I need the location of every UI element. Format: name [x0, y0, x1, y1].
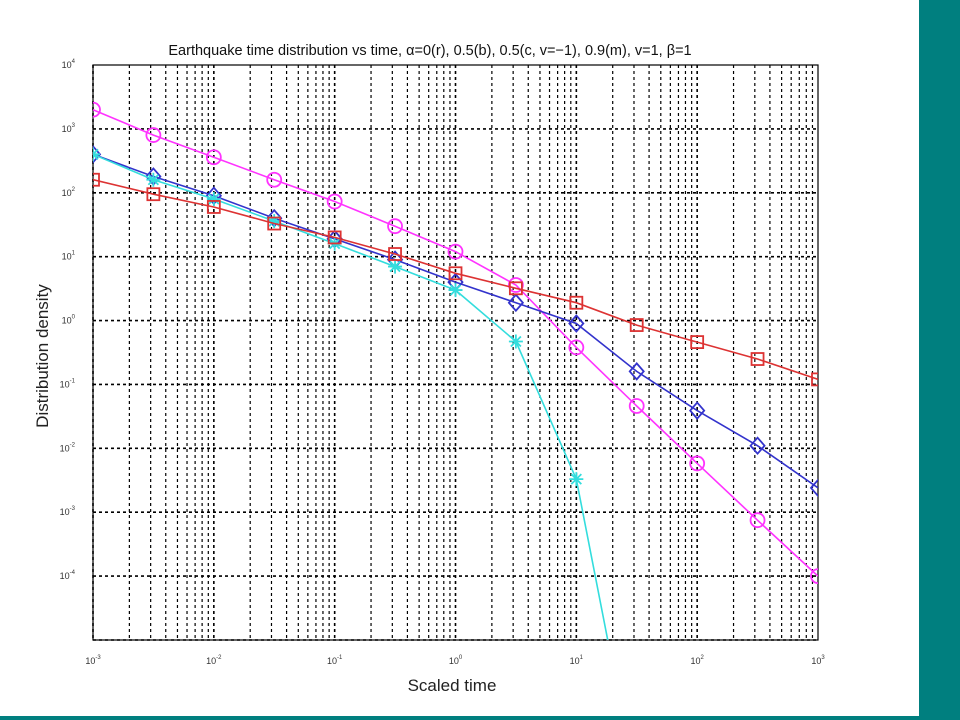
data-point — [688, 401, 706, 420]
x-axis-label: Scaled time — [408, 676, 497, 695]
y-tick-label: 10-4 — [60, 570, 76, 581]
teal-bottom-band — [0, 716, 960, 720]
data-point — [93, 144, 102, 164]
data-point — [448, 283, 463, 298]
series-star — [93, 147, 609, 640]
x-tick-label: 100 — [449, 655, 463, 666]
data-point — [206, 200, 221, 214]
y-tick-label: 10-2 — [60, 442, 76, 453]
grid-layer — [92, 65, 818, 641]
data-point — [569, 472, 584, 487]
data-point — [749, 436, 766, 456]
data-point — [809, 478, 818, 498]
data-point — [508, 334, 523, 349]
data-point — [145, 127, 162, 143]
series-square — [93, 172, 818, 387]
data-point — [569, 295, 584, 310]
data-point — [810, 568, 818, 585]
series-line — [93, 108, 818, 577]
plot-frame — [92, 64, 819, 641]
data-point — [689, 455, 706, 472]
data-point — [266, 171, 283, 188]
data-point — [508, 281, 523, 296]
data-point — [690, 335, 705, 350]
x-tick-label: 10-3 — [85, 655, 101, 666]
data-point — [507, 293, 525, 313]
y-tick-label: 103 — [62, 123, 76, 134]
data-point — [146, 187, 161, 202]
data-point — [811, 372, 818, 387]
data-point — [628, 362, 645, 381]
y-tick-label: 10-1 — [60, 378, 76, 389]
x-tick-label: 103 — [811, 655, 825, 666]
series-line — [93, 153, 609, 640]
y-tick-label: 101 — [62, 251, 76, 262]
data-point — [507, 277, 524, 293]
data-point — [750, 352, 765, 366]
data-point — [93, 172, 100, 187]
x-tick-label: 10-2 — [206, 655, 222, 666]
data-point — [388, 259, 403, 274]
data-point — [93, 147, 100, 162]
y-tick-label: 100 — [62, 315, 76, 326]
series-circle — [93, 101, 818, 585]
data-point — [629, 318, 644, 332]
x-tick-label: 10-1 — [327, 655, 343, 666]
data-point — [568, 314, 585, 333]
data-point — [93, 101, 101, 118]
data-point — [205, 149, 222, 166]
tick-layer: 10-3 10-2 10-1 100 101 102 103 104 103 102 101 100 1… — [60, 59, 826, 666]
data-point — [387, 218, 403, 235]
y-tick-label: 10-3 — [60, 506, 76, 517]
data-point — [267, 214, 282, 229]
data-point — [448, 266, 463, 281]
x-tick-label: 102 — [690, 655, 704, 666]
data-point — [568, 339, 585, 356]
y-tick-label: 104 — [62, 59, 76, 70]
data-point — [749, 512, 766, 529]
series-layer — [93, 101, 818, 640]
data-point — [267, 216, 282, 231]
x-tick-label: 101 — [570, 655, 584, 666]
data-point — [447, 243, 464, 260]
data-point — [388, 247, 402, 261]
y-axis-label: Distribution density — [33, 284, 52, 428]
data-point — [326, 193, 343, 210]
data-point — [327, 230, 342, 245]
y-tick-label: 102 — [62, 187, 76, 198]
data-point — [146, 172, 161, 187]
teal-side-band — [919, 0, 960, 720]
data-point — [628, 398, 645, 414]
data-point — [206, 191, 221, 206]
series-line — [93, 178, 818, 381]
chart-title: Earthquake time distribution vs time, α=… — [168, 43, 691, 59]
